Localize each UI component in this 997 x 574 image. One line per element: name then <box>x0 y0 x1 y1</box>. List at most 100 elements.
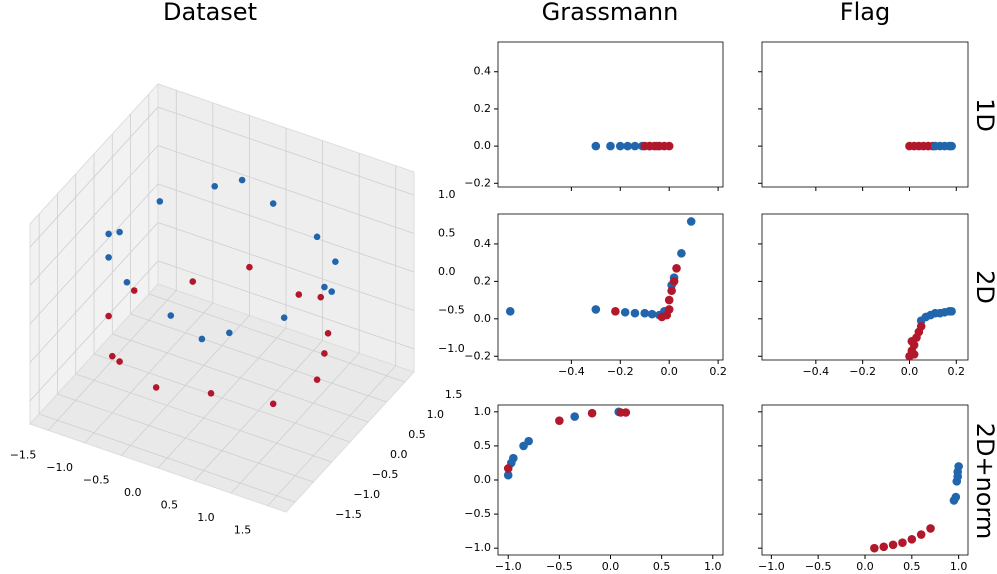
grid-line <box>29 222 159 363</box>
point <box>321 350 328 357</box>
point <box>664 295 674 305</box>
point <box>664 305 674 314</box>
y-tick-label: 1.5 <box>445 388 463 401</box>
x-tick-label: −0.2 <box>849 365 876 378</box>
x-tick-label: −1.5 <box>10 448 37 461</box>
row-label: 1D <box>971 98 997 132</box>
y-tick-label: 0.0 <box>390 448 408 461</box>
point <box>570 412 580 421</box>
point <box>509 453 518 463</box>
point <box>686 217 696 226</box>
x-tick-label: −1.0 <box>46 461 73 474</box>
y-tick-label: 0.5 <box>474 439 492 452</box>
y-tick-label: −0.2 <box>464 176 491 189</box>
point <box>888 540 898 550</box>
point <box>123 278 131 286</box>
point <box>630 308 640 318</box>
y-tick-label: −0.2 <box>464 349 491 362</box>
grid-line <box>29 183 159 325</box>
z-tick-label: 0.0 <box>438 265 456 278</box>
axes-frame <box>497 213 724 361</box>
chart-title: Dataset <box>163 0 257 26</box>
point <box>952 477 962 486</box>
row-label: 2D+norm <box>971 423 997 540</box>
y-tick-label: −1.5 <box>335 508 362 521</box>
row-label: 2D <box>971 270 997 304</box>
axes-frame <box>497 41 724 188</box>
y-tick-label: −1.0 <box>353 488 380 501</box>
point <box>108 352 116 360</box>
point <box>226 329 233 337</box>
point <box>916 322 926 331</box>
x-tick-label: 0.0 <box>602 560 620 573</box>
point <box>667 286 676 296</box>
y-tick-label: 1.0 <box>474 405 492 418</box>
grid-line <box>112 333 369 423</box>
point <box>591 305 601 314</box>
z-tick-label: −1.0 <box>438 342 465 355</box>
point <box>630 141 640 151</box>
point <box>615 141 625 151</box>
z-tick-label: 0.5 <box>438 227 456 240</box>
point <box>269 200 277 207</box>
point <box>211 182 218 190</box>
point <box>167 312 175 319</box>
grid-line <box>93 353 351 443</box>
z-tick-label: 1.0 <box>438 188 456 201</box>
point <box>238 176 246 184</box>
point <box>332 258 339 266</box>
point <box>524 436 533 446</box>
x-tick-label: 0.2 <box>948 365 966 378</box>
x-tick-label: 1.0 <box>704 560 722 573</box>
point <box>640 308 650 318</box>
x-tick-label: −0.4 <box>802 365 829 378</box>
x-tick-label: 0.2 <box>709 365 727 378</box>
y-tick-label: −0.5 <box>464 507 491 520</box>
point <box>621 408 631 417</box>
point <box>321 283 328 291</box>
grid-line <box>39 413 296 503</box>
grid-line <box>130 313 387 403</box>
point <box>295 291 303 298</box>
grid-line <box>75 373 332 463</box>
point <box>313 376 321 383</box>
x-tick-label: −0.5 <box>546 560 573 573</box>
grid-line <box>157 145 415 234</box>
point <box>324 329 332 337</box>
point <box>105 230 112 238</box>
point <box>555 416 564 425</box>
x-tick-label: 0.0 <box>901 365 919 378</box>
point <box>116 228 123 236</box>
point <box>647 309 657 319</box>
y-tick-label: 0.5 <box>408 428 426 441</box>
point <box>269 400 277 408</box>
point <box>879 542 889 552</box>
x-tick-label: 0.0 <box>856 560 874 573</box>
point <box>105 254 112 261</box>
point <box>317 293 325 301</box>
y-tick-label: −0.5 <box>372 468 399 481</box>
point <box>669 277 679 286</box>
grid-line <box>29 260 159 402</box>
point <box>672 263 681 273</box>
point <box>611 307 620 316</box>
point <box>870 543 879 553</box>
point <box>664 141 674 151</box>
point <box>907 535 917 544</box>
point <box>949 496 959 505</box>
y-tick-label: 0.4 <box>474 65 492 78</box>
point <box>898 538 907 548</box>
point <box>677 249 686 258</box>
grid-line <box>157 183 415 273</box>
axes-frame <box>761 213 969 361</box>
y-tick-label: 1.0 <box>427 408 445 421</box>
grid-line <box>29 106 159 248</box>
axes-frame <box>761 404 969 556</box>
grid-line <box>148 293 405 383</box>
point <box>280 314 288 322</box>
point <box>105 312 112 320</box>
point <box>503 470 513 480</box>
x-tick-label: 0.0 <box>660 365 678 378</box>
x-tick-label: −1.0 <box>758 560 785 573</box>
